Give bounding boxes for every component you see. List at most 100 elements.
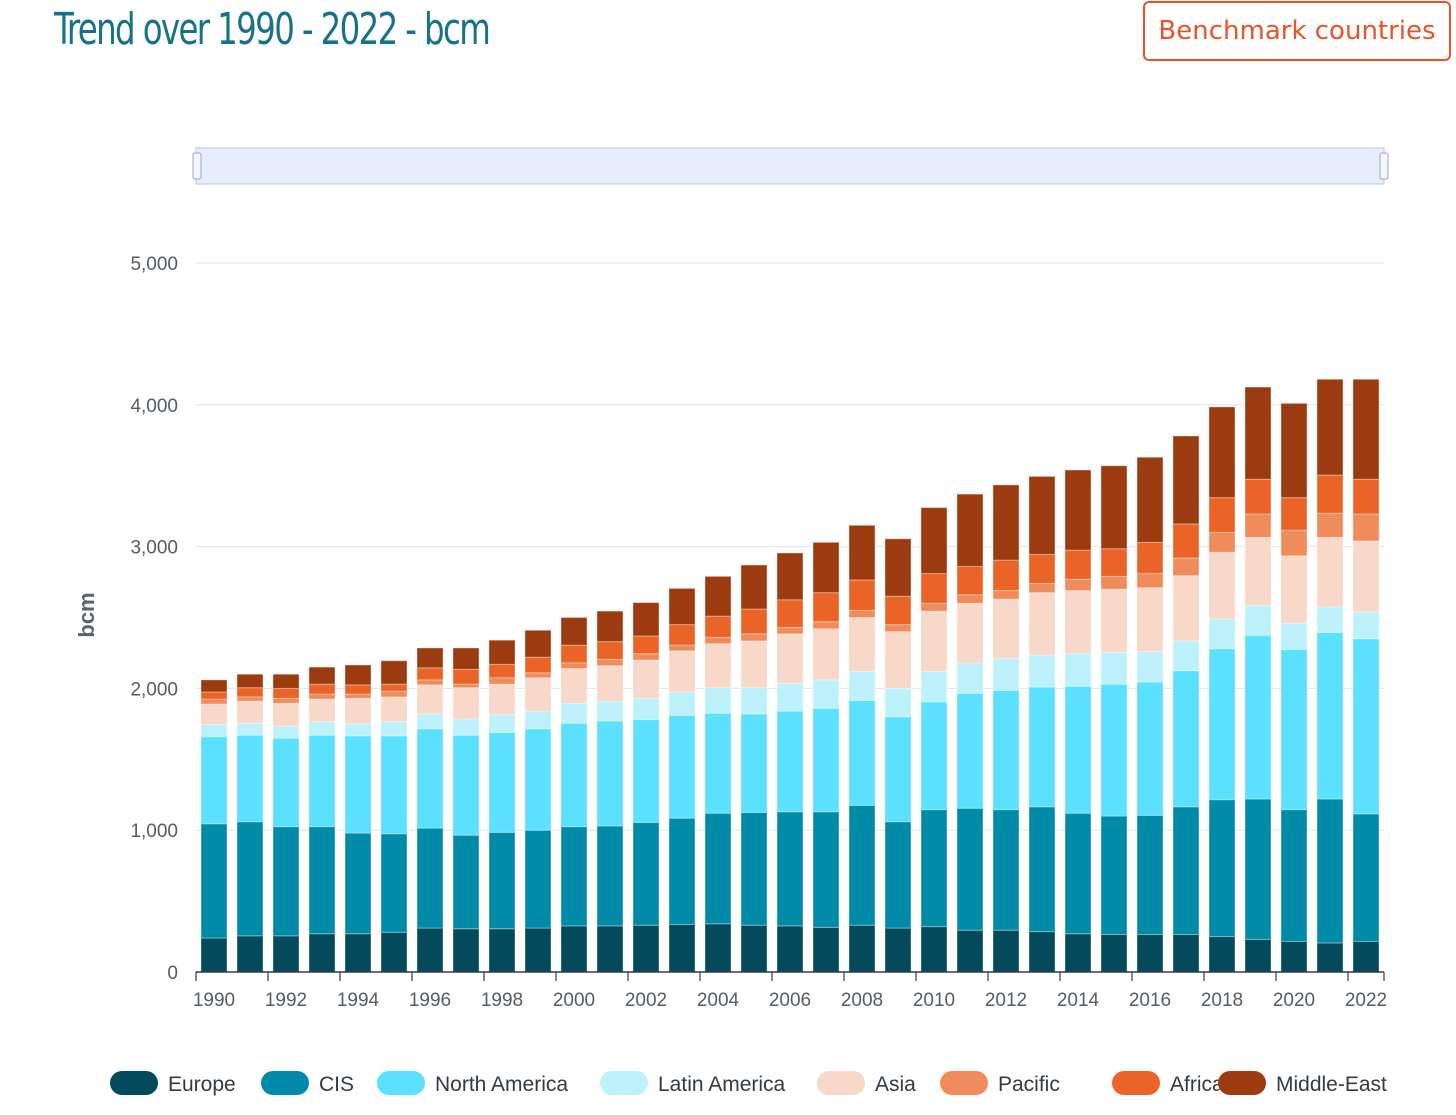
bar-asia[interactable]	[380, 696, 408, 723]
bar-europe[interactable]	[1316, 942, 1344, 973]
bar-africa[interactable]	[1352, 478, 1380, 515]
bar-asia[interactable]	[200, 703, 228, 726]
bar-pacific[interactable]	[1100, 575, 1128, 590]
bar-north-america[interactable]	[524, 728, 552, 831]
bar-pacific[interactable]	[596, 658, 624, 667]
bar-middle-east[interactable]	[740, 564, 768, 610]
bar-north-america[interactable]	[272, 737, 300, 828]
bar-north-america[interactable]	[344, 735, 372, 834]
bar-latin-america[interactable]	[452, 718, 480, 736]
bar-latin-america[interactable]	[1208, 618, 1236, 650]
bar-asia[interactable]	[596, 665, 624, 702]
bar-europe[interactable]	[1028, 931, 1056, 973]
bar-africa[interactable]	[560, 644, 588, 664]
bar-pacific[interactable]	[704, 636, 732, 645]
range-navigator[interactable]	[192, 147, 1389, 185]
bar-africa[interactable]	[1100, 548, 1128, 577]
bar-europe[interactable]	[632, 924, 660, 973]
bar-europe[interactable]	[308, 933, 336, 973]
bar-asia[interactable]	[992, 598, 1020, 660]
bar-asia[interactable]	[1352, 540, 1380, 613]
bar-middle-east[interactable]	[560, 617, 588, 646]
bar-middle-east[interactable]	[848, 524, 876, 581]
bar-asia[interactable]	[488, 683, 516, 716]
bar-cis[interactable]	[1100, 815, 1128, 935]
bar-north-america[interactable]	[1352, 638, 1380, 815]
bar-north-america[interactable]	[740, 713, 768, 813]
bar-latin-america[interactable]	[1172, 640, 1200, 672]
bar-europe[interactable]	[1280, 941, 1308, 973]
bar-middle-east[interactable]	[1208, 406, 1236, 499]
bar-north-america[interactable]	[596, 720, 624, 827]
bar-pacific[interactable]	[848, 609, 876, 618]
bar-north-america[interactable]	[1316, 631, 1344, 800]
bar-pacific[interactable]	[1316, 512, 1344, 538]
bar-middle-east[interactable]	[416, 647, 444, 669]
bar-africa[interactable]	[884, 595, 912, 626]
bar-cis[interactable]	[848, 804, 876, 926]
bar-africa[interactable]	[416, 667, 444, 681]
bar-asia[interactable]	[1136, 587, 1164, 653]
bar-north-america[interactable]	[1100, 683, 1128, 817]
bar-asia[interactable]	[1028, 592, 1056, 656]
bar-cis[interactable]	[1280, 809, 1308, 943]
bar-europe[interactable]	[1352, 941, 1380, 973]
bar-cis[interactable]	[596, 825, 624, 927]
bar-asia[interactable]	[416, 684, 444, 715]
bar-north-america[interactable]	[1028, 686, 1056, 808]
bar-north-america[interactable]	[1136, 681, 1164, 816]
bar-middle-east[interactable]	[704, 575, 732, 617]
bar-pacific[interactable]	[812, 621, 840, 630]
bar-africa[interactable]	[1244, 478, 1272, 515]
bar-latin-america[interactable]	[1352, 611, 1380, 640]
bar-north-america[interactable]	[1172, 670, 1200, 808]
bar-asia[interactable]	[560, 668, 588, 704]
bar-latin-america[interactable]	[812, 679, 840, 709]
bar-north-america[interactable]	[992, 690, 1020, 811]
bar-latin-america[interactable]	[560, 702, 588, 724]
bar-africa[interactable]	[848, 579, 876, 611]
bar-pacific[interactable]	[1172, 557, 1200, 577]
bar-latin-america[interactable]	[776, 682, 804, 712]
bar-africa[interactable]	[1064, 549, 1092, 580]
bar-pacific[interactable]	[1028, 582, 1056, 594]
bar-europe[interactable]	[344, 933, 372, 973]
bar-asia[interactable]	[884, 631, 912, 689]
bar-asia[interactable]	[776, 633, 804, 684]
bar-latin-america[interactable]	[344, 723, 372, 737]
bar-cis[interactable]	[920, 809, 948, 928]
bar-africa[interactable]	[488, 663, 516, 679]
legend-item-europe[interactable]: Europe	[110, 1071, 236, 1096]
bar-north-america[interactable]	[560, 722, 588, 828]
navigator-handle-right[interactable]	[1379, 152, 1389, 180]
bar-europe[interactable]	[1064, 933, 1092, 973]
bar-north-america[interactable]	[1280, 648, 1308, 811]
bar-pacific[interactable]	[740, 633, 768, 642]
bar-asia[interactable]	[740, 640, 768, 689]
bar-latin-america[interactable]	[596, 700, 624, 722]
bar-middle-east[interactable]	[776, 552, 804, 601]
bar-latin-america[interactable]	[416, 713, 444, 730]
bar-latin-america[interactable]	[1028, 654, 1056, 688]
bar-asia[interactable]	[524, 677, 552, 712]
bar-europe[interactable]	[560, 925, 588, 973]
bar-latin-america[interactable]	[1280, 622, 1308, 650]
bar-europe[interactable]	[416, 927, 444, 973]
bar-north-america[interactable]	[452, 734, 480, 836]
bar-cis[interactable]	[452, 834, 480, 930]
bar-europe[interactable]	[776, 925, 804, 973]
bar-pacific[interactable]	[1064, 578, 1092, 592]
bar-africa[interactable]	[200, 691, 228, 700]
bar-middle-east[interactable]	[344, 664, 372, 686]
bar-pacific[interactable]	[992, 590, 1020, 600]
bar-cis[interactable]	[1208, 799, 1236, 938]
bar-middle-east[interactable]	[632, 602, 660, 637]
bar-middle-east[interactable]	[380, 660, 408, 685]
bar-cis[interactable]	[704, 812, 732, 925]
bar-cis[interactable]	[776, 811, 804, 927]
bar-cis[interactable]	[632, 821, 660, 926]
bar-africa[interactable]	[920, 573, 948, 604]
bar-europe[interactable]	[848, 924, 876, 973]
bar-cis[interactable]	[740, 811, 768, 926]
bar-pacific[interactable]	[416, 679, 444, 686]
